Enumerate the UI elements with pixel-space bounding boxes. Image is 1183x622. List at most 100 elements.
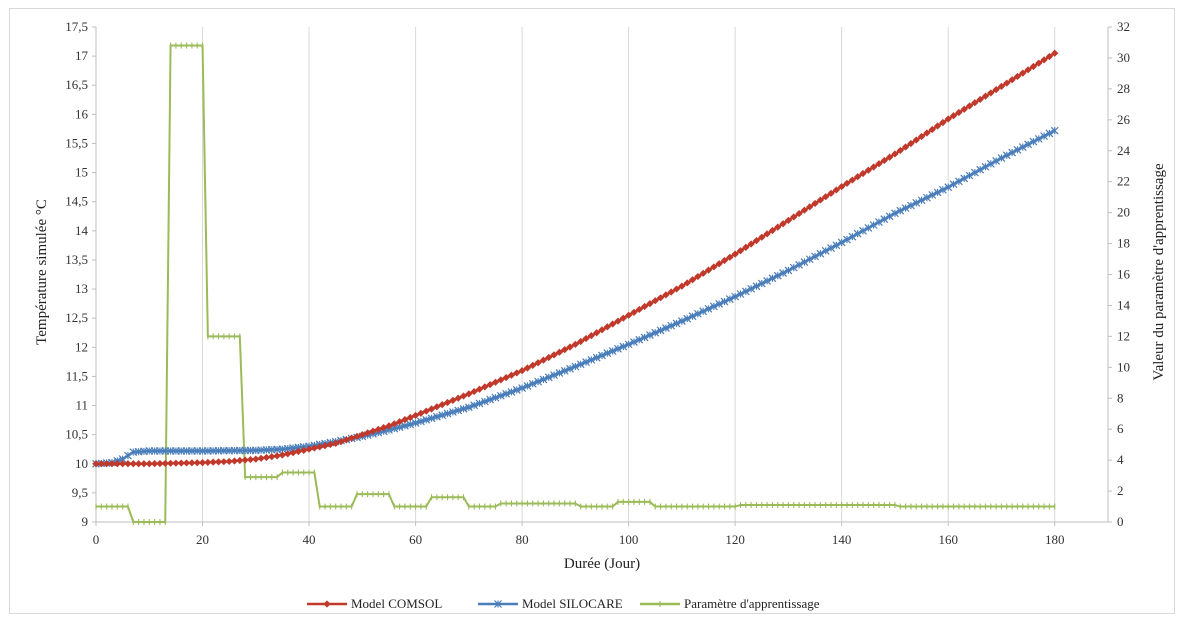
data-point xyxy=(656,326,665,335)
data-point xyxy=(640,333,649,342)
legend-item: Paramètre d'apprentissage xyxy=(640,596,820,611)
data-point xyxy=(976,165,985,174)
data-point xyxy=(933,122,942,130)
data-point xyxy=(454,406,463,415)
data-point xyxy=(614,344,622,353)
data-point xyxy=(236,456,244,465)
data-point xyxy=(172,459,180,467)
data-point xyxy=(832,186,840,194)
data-point xyxy=(768,274,777,283)
data-point xyxy=(97,460,105,468)
data-point xyxy=(843,179,851,187)
legend: Model COMSOL Model SILOCARE Paramètre d'ap… xyxy=(307,596,820,611)
data-point xyxy=(763,276,772,285)
data-point xyxy=(837,238,846,247)
data-point xyxy=(965,171,974,180)
data-point xyxy=(582,358,590,367)
data-point xyxy=(316,443,324,451)
data-point xyxy=(268,453,276,461)
y-right-tick-label: 14 xyxy=(1117,297,1131,312)
data-point xyxy=(848,176,856,184)
y-left-tick-label: 14 xyxy=(75,223,89,238)
data-point xyxy=(992,157,1001,165)
data-point xyxy=(986,159,995,168)
data-point xyxy=(145,460,153,468)
data-point xyxy=(875,160,883,168)
y-left-tick-label: 16 xyxy=(75,106,89,121)
data-point xyxy=(661,324,670,333)
data-point xyxy=(970,168,979,177)
data-point xyxy=(832,241,841,250)
data-point xyxy=(614,317,622,325)
data-point xyxy=(1013,145,1022,154)
y-left-tick-label: 9,5 xyxy=(72,485,88,500)
data-point xyxy=(864,166,872,174)
data-point xyxy=(561,346,569,354)
data-point xyxy=(214,458,223,466)
data-point xyxy=(539,375,548,384)
series-layer xyxy=(92,42,1059,525)
data-point xyxy=(821,246,830,255)
data-point xyxy=(736,290,745,298)
data-point xyxy=(1024,140,1033,149)
data-point xyxy=(641,302,649,311)
data-point xyxy=(550,371,558,380)
data-point xyxy=(678,282,686,290)
data-point xyxy=(922,193,931,202)
data-point xyxy=(848,232,857,241)
data-point xyxy=(928,191,937,199)
data-point xyxy=(443,409,452,418)
data-point xyxy=(763,230,771,238)
data-point xyxy=(752,282,761,291)
data-point xyxy=(188,459,196,467)
y-left-axis-title: Température simulée °C xyxy=(34,199,50,345)
data-point xyxy=(475,399,484,408)
data-point xyxy=(981,92,990,100)
data-point xyxy=(124,451,132,460)
data-point xyxy=(800,258,809,266)
legend-item: Model COMSOL xyxy=(307,596,442,611)
y-right-tick-label: 18 xyxy=(1117,236,1130,251)
data-point xyxy=(545,353,553,362)
data-point xyxy=(773,271,782,280)
data-point xyxy=(795,209,803,218)
data-point xyxy=(529,361,537,369)
data-point xyxy=(827,189,835,197)
data-point xyxy=(827,244,835,252)
legend-label: Model SILOCARE xyxy=(522,596,623,611)
data-point xyxy=(608,347,617,355)
data-point xyxy=(917,132,926,141)
data-point xyxy=(465,390,473,398)
data-point xyxy=(433,403,441,411)
data-point xyxy=(688,276,697,284)
data-point xyxy=(603,349,612,358)
data-point xyxy=(406,413,414,422)
data-point xyxy=(124,460,132,468)
data-point xyxy=(555,369,564,377)
data-point xyxy=(1018,143,1027,152)
data-point xyxy=(422,415,431,424)
data-point xyxy=(1051,49,1059,57)
data-point xyxy=(609,320,617,328)
data-point xyxy=(693,309,702,318)
data-point xyxy=(896,146,904,155)
data-point xyxy=(758,233,766,241)
data-point xyxy=(1045,52,1054,61)
data-point xyxy=(619,342,628,351)
data-point xyxy=(965,102,974,110)
x-tick-label: 100 xyxy=(619,532,639,547)
data-point xyxy=(960,174,969,183)
data-point xyxy=(539,356,548,364)
data-point xyxy=(838,182,846,191)
y-right-tick-label: 2 xyxy=(1117,483,1124,498)
data-point xyxy=(704,304,713,313)
data-point xyxy=(752,237,761,245)
data-point xyxy=(1008,76,1016,84)
data-point xyxy=(1002,151,1011,160)
series-0 xyxy=(92,49,1059,468)
data-point xyxy=(886,153,894,161)
legend-item: Model SILOCARE xyxy=(478,596,623,611)
data-point xyxy=(619,314,627,322)
data-point xyxy=(550,351,558,359)
data-point xyxy=(566,343,574,351)
